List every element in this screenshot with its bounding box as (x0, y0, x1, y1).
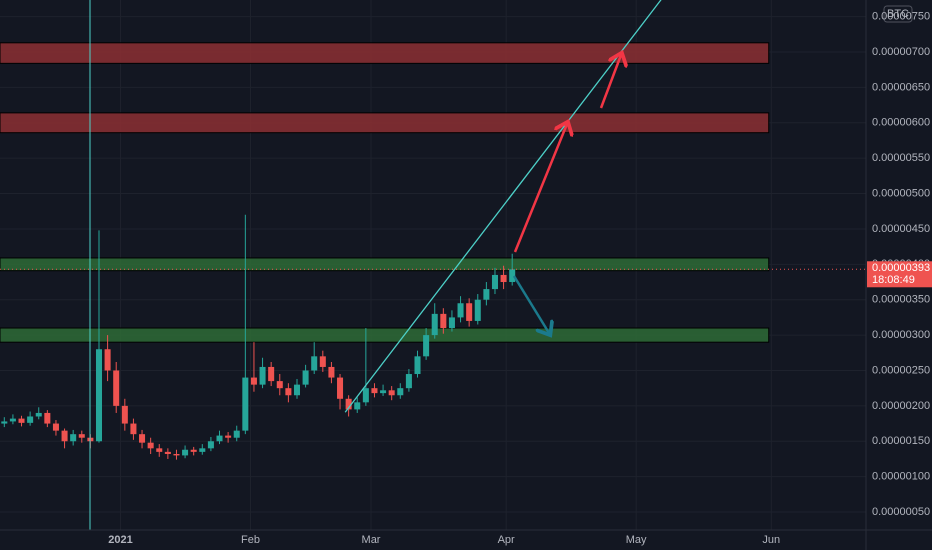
trendline (344, 0, 662, 413)
plot-area (0, 0, 866, 530)
candle-body (259, 366, 266, 385)
candle-body (285, 388, 292, 396)
y-tick-label: 0.00000550 (872, 152, 930, 164)
candle-body (27, 416, 34, 423)
currency-badge (883, 5, 913, 23)
candle-body (70, 434, 77, 442)
y-tick-label: 0.00000450 (872, 223, 930, 235)
candle-body (354, 402, 361, 410)
zone (0, 42, 770, 64)
x-tick-label: Jun (762, 534, 780, 546)
currency: BTC (887, 8, 909, 20)
candle-body (113, 370, 120, 406)
countdown: 18:08:49 (872, 274, 915, 286)
arrow-down (512, 275, 549, 333)
y-tick-label: 0.00000650 (872, 81, 930, 93)
zone (0, 257, 770, 272)
y-tick-label: 0.00000750 (872, 11, 930, 23)
candle-body (371, 388, 378, 394)
arrow-up (513, 124, 567, 253)
candle-body (61, 430, 68, 442)
candle-body (104, 349, 111, 371)
candle-body (431, 313, 438, 336)
candle-body (337, 377, 344, 399)
candle-body (35, 412, 42, 417)
zone (0, 327, 770, 343)
x-tick-label: May (626, 534, 647, 546)
candle-body (233, 430, 240, 438)
y-tick-label: 0.00000700 (872, 46, 930, 58)
candle-body (173, 453, 180, 456)
y-tick-label: 0.00000100 (872, 471, 930, 483)
candle-body (509, 269, 516, 283)
last-price-badge (867, 261, 932, 288)
x-tick-label: Mar (362, 534, 381, 546)
candle-body (268, 366, 275, 382)
candle-body (311, 356, 318, 371)
candle-body (423, 335, 430, 357)
candle-body (121, 405, 128, 424)
x-tick-label: Apr (498, 534, 515, 546)
last-price-label: 0.00000393 (872, 262, 930, 274)
candle-body (207, 441, 214, 449)
candle-body (242, 377, 249, 431)
y-tick-label: 0.00000200 (872, 400, 930, 412)
candle-body (414, 356, 421, 375)
candle-body (362, 388, 369, 403)
candle-body (9, 418, 16, 422)
candle-body (380, 390, 387, 394)
x-tick-label: Feb (241, 534, 260, 546)
candle-body (448, 317, 455, 329)
candle-body (500, 274, 507, 283)
x-tick-label: 2021 (108, 534, 132, 546)
candle-body (190, 449, 197, 452)
candle-body (156, 448, 163, 452)
candle-body (405, 374, 412, 389)
candle-body (52, 423, 59, 431)
candle-body (225, 435, 232, 438)
candle-body (95, 349, 103, 442)
y-tick-label: 0.00000300 (872, 329, 930, 341)
candle-body (466, 303, 473, 321)
candle-body (147, 442, 154, 449)
candle-body (78, 434, 85, 438)
y-tick-label: 0.00000050 (872, 506, 930, 518)
candle-body (130, 423, 137, 435)
candle-body (388, 390, 395, 396)
candle-body (164, 451, 171, 454)
y-tick-label: 0.00000250 (872, 364, 930, 376)
candle-body (276, 381, 283, 389)
candle-body (483, 289, 490, 300)
candle-body (250, 377, 257, 385)
candle-body (328, 366, 335, 378)
y-tick-label: 0.00000150 (872, 435, 930, 447)
candle-body (440, 313, 447, 329)
y-tick-label: 0.00000500 (872, 187, 930, 199)
candle-body (44, 412, 51, 424)
candle-body (139, 434, 146, 443)
arrow-up (599, 55, 621, 109)
candle-body (1, 421, 8, 424)
candle-body (293, 384, 301, 396)
candle-body (397, 388, 404, 396)
candle-body (199, 448, 206, 452)
candle-body (302, 370, 309, 385)
y-tick-label: 0.00000600 (872, 117, 930, 129)
candle-body (319, 356, 326, 367)
candle-body (345, 398, 352, 410)
candle-body (457, 303, 464, 318)
candle-body (491, 274, 498, 290)
candle-body (18, 418, 25, 423)
y-tick-label: 0.00000350 (872, 294, 930, 306)
zone (0, 112, 770, 134)
candle-body (216, 435, 223, 442)
candle-body (182, 449, 189, 456)
candle-body (474, 299, 481, 321)
